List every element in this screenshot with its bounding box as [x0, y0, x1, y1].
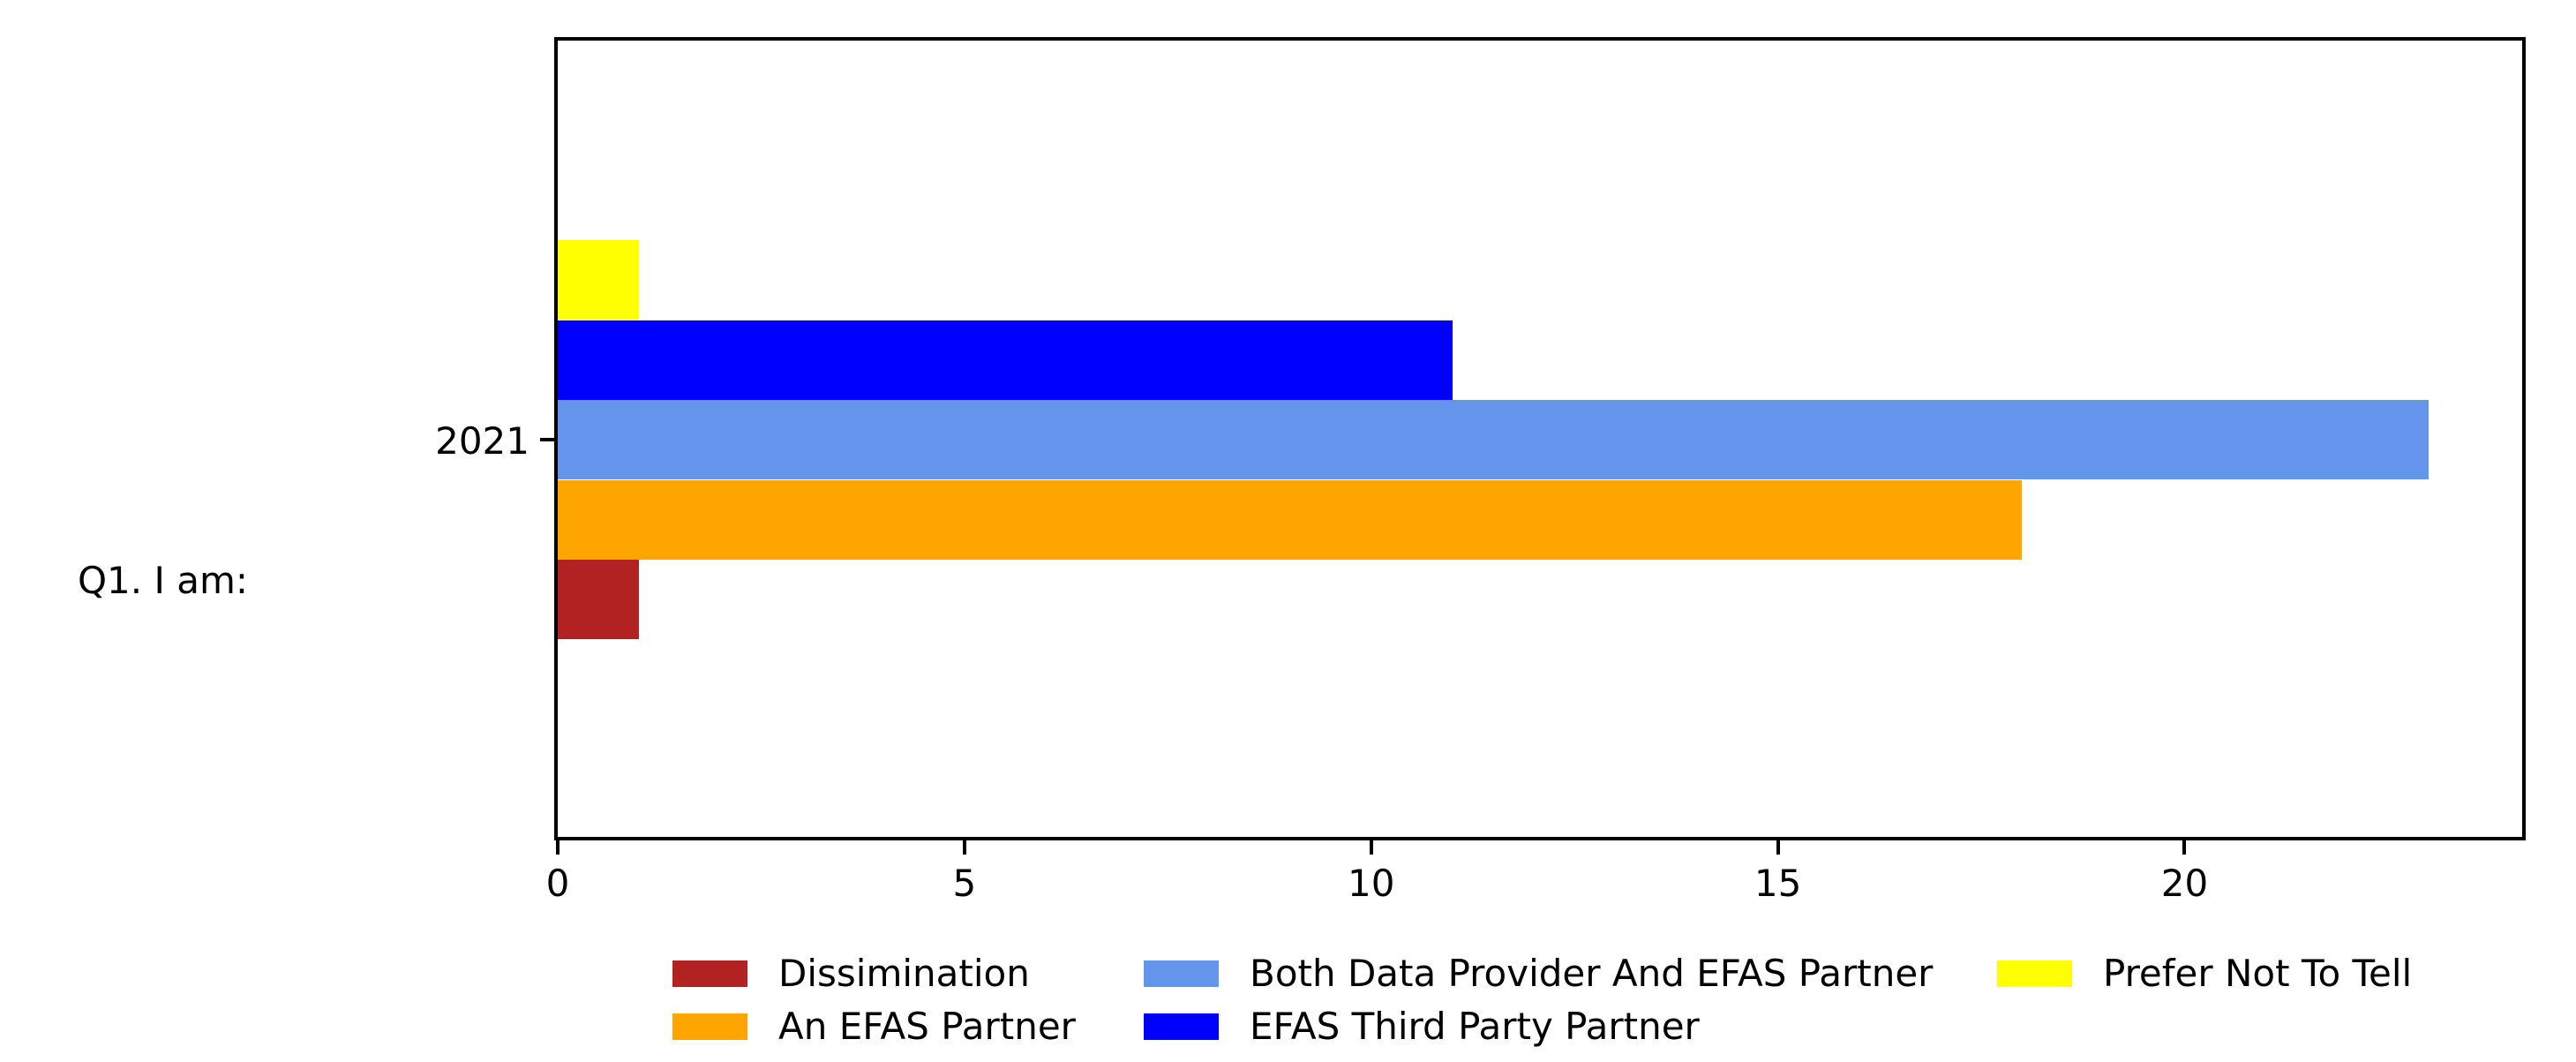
y-tick-mark [540, 438, 554, 441]
bar-both-data-provider-and-efas-partner [558, 400, 2429, 479]
y-tick-label-2021: 2021 [435, 419, 529, 463]
x-tick-mark-10 [1369, 840, 1373, 855]
legend-swatch-dissimination [672, 960, 747, 987]
bar-prefer-not-to-tell [558, 240, 640, 320]
legend-swatch-both-data-provider-and-efas-partner [1144, 960, 1219, 987]
bar-an-efas-partner [558, 480, 2023, 560]
y-axis-label: Q1. I am: [78, 559, 249, 602]
x-tick-label-0: 0 [545, 862, 570, 905]
plot-area [554, 37, 2526, 840]
legend-item-prefer-not-to-tell: Prefer Not To Tell [1997, 954, 2412, 993]
legend-label-both-data-provider-and-efas-partner: Both Data Provider And EFAS Partner [1250, 952, 1934, 995]
legend-label-efas-third-party-partner: EFAS Third Party Partner [1250, 1005, 1700, 1048]
legend-swatch-prefer-not-to-tell [1997, 960, 2072, 987]
legend-item-efas-third-party-partner: EFAS Third Party Partner [1144, 1007, 1700, 1046]
bar-dissimination [558, 560, 640, 639]
legend-item-an-efas-partner: An EFAS Partner [672, 1007, 1076, 1046]
bar-group-2021 [558, 41, 2522, 837]
x-tick-label-5: 5 [952, 862, 977, 905]
x-tick-label-15: 15 [1754, 862, 1802, 905]
legend-item-both-data-provider-and-efas-partner: Both Data Provider And EFAS Partner [1144, 954, 1933, 993]
legend-swatch-an-efas-partner [672, 1013, 747, 1040]
legend-label-prefer-not-to-tell: Prefer Not To Tell [2103, 952, 2413, 995]
x-tick-mark-20 [2182, 840, 2187, 855]
x-tick-mark-0 [556, 840, 560, 855]
x-axis: 0 5 10 15 20 [546, 840, 2522, 905]
x-tick-mark-15 [1776, 840, 1780, 855]
legend-swatch-efas-third-party-partner [1144, 1013, 1219, 1040]
x-tick-mark-5 [962, 840, 966, 855]
x-tick-label-20: 20 [2160, 862, 2209, 905]
legend-label-dissimination: Dissimination [778, 952, 1030, 995]
x-tick-label-10: 10 [1348, 862, 1395, 905]
legend-item-dissimination: Dissimination [672, 954, 1030, 993]
legend-label-an-efas-partner: An EFAS Partner [778, 1005, 1076, 1048]
bar-efas-third-party-partner [558, 320, 1453, 400]
